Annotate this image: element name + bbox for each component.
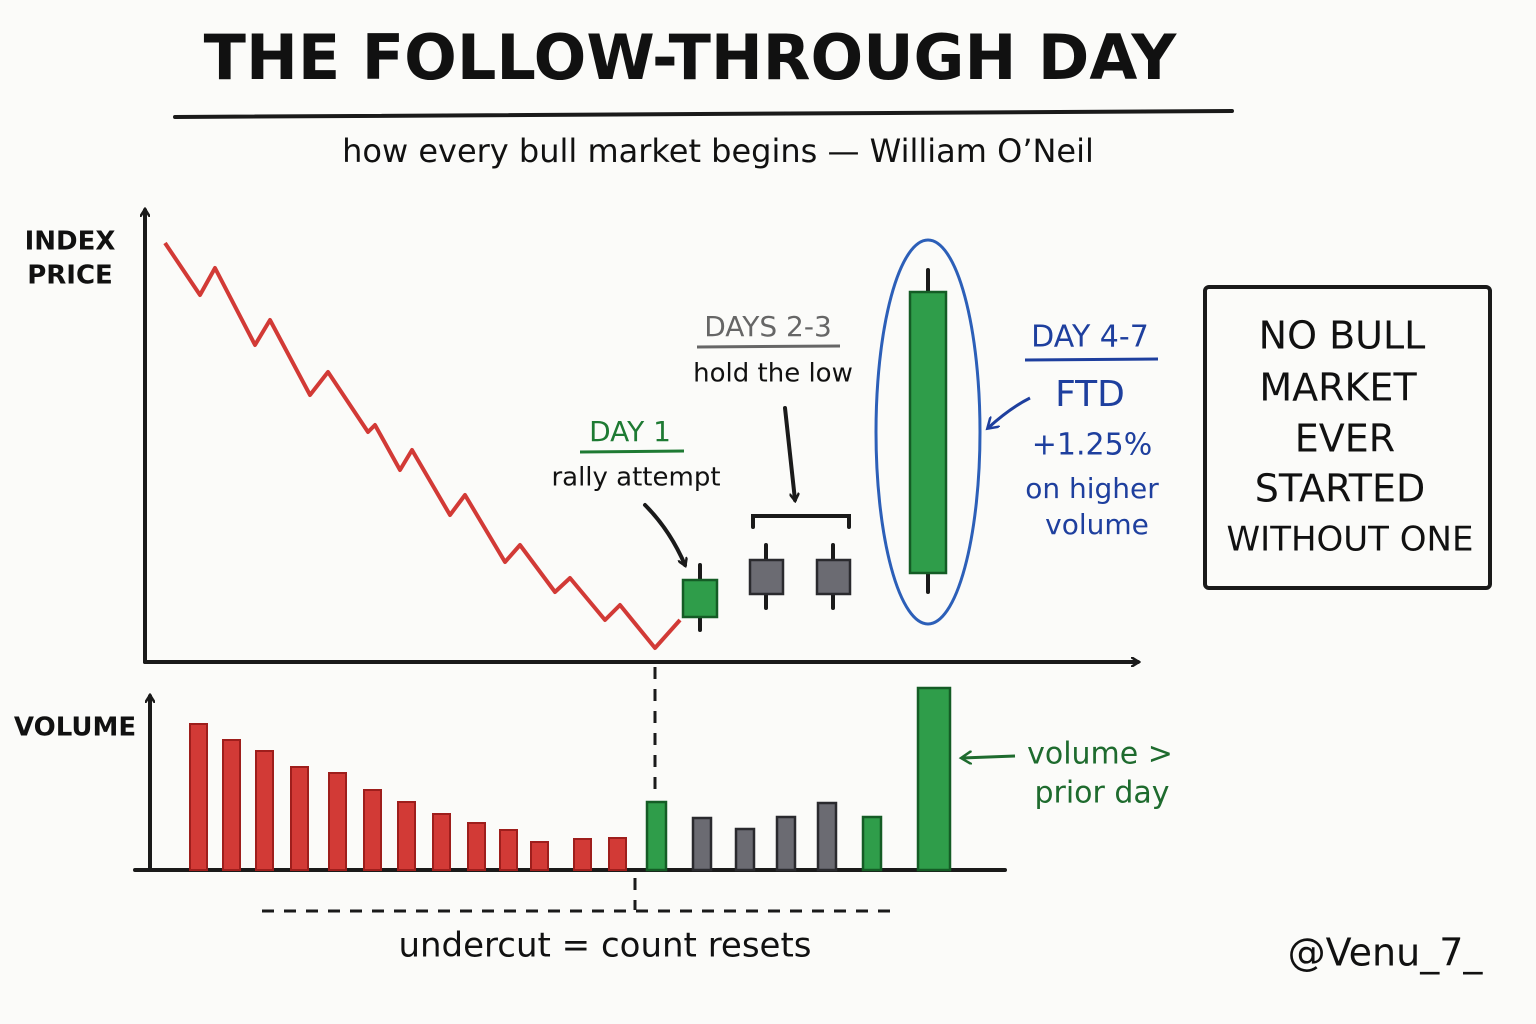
volume-note: prior day xyxy=(1034,776,1169,811)
subtitle: how every bull market begins — William O… xyxy=(342,132,1094,170)
days23-title: DAYS 2-3 xyxy=(704,310,832,343)
volume-bar xyxy=(530,841,549,871)
days23-underline xyxy=(696,344,841,349)
volume-axis-label: VOLUME xyxy=(14,713,136,743)
days23-bracket xyxy=(751,514,851,529)
day1-arrow xyxy=(643,503,685,565)
volume-bar xyxy=(467,822,486,871)
callout-line: WITHOUT ONE xyxy=(1227,520,1474,560)
ftd-arrow xyxy=(988,396,1031,428)
volume-bar xyxy=(645,800,668,872)
volume-bar xyxy=(397,801,416,871)
volume-bar xyxy=(691,816,713,872)
price-axis-label: PRICE xyxy=(27,261,113,291)
day1-note: rally attempt xyxy=(551,463,720,493)
volume-bar xyxy=(608,837,627,871)
volume-bar xyxy=(775,815,797,872)
decline-line xyxy=(163,241,682,650)
ftd-note: volume xyxy=(1045,508,1149,541)
volume-bar xyxy=(916,686,952,872)
volume-bar xyxy=(816,801,838,872)
day1-title: DAY 1 xyxy=(589,415,671,448)
title: THE FOLLOW-THROUGH DAY xyxy=(204,21,1178,94)
days23-note: hold the low xyxy=(693,359,853,389)
callout-line: NO BULL xyxy=(1259,314,1426,358)
day1-underline xyxy=(579,449,685,454)
volume-bars xyxy=(189,686,952,872)
volume-bar xyxy=(573,838,592,871)
day47-underline xyxy=(1024,357,1159,362)
ftd-highlight xyxy=(874,238,982,626)
ftd-label: FTD xyxy=(1055,374,1125,415)
handle: @Venu_7_ xyxy=(1288,931,1484,975)
title-underline xyxy=(173,109,1234,119)
callout-line: MARKET xyxy=(1259,366,1417,410)
volume-note: volume > xyxy=(1027,737,1173,772)
volume-bar xyxy=(255,750,274,871)
price-axis-label: INDEX xyxy=(25,227,116,257)
day47-title: DAY 4-7 xyxy=(1031,320,1149,355)
volume-bar xyxy=(328,772,347,871)
candle-ftd xyxy=(908,290,948,575)
callout-line: STARTED xyxy=(1255,467,1426,511)
ftd-gain: +1.25% xyxy=(1032,428,1152,463)
volume-bar xyxy=(432,813,451,871)
volume-bar xyxy=(734,827,756,872)
volume-bar xyxy=(363,789,382,871)
callout-box xyxy=(1203,285,1492,590)
undercut-note: undercut = count resets xyxy=(398,926,811,966)
ftd-note: on higher xyxy=(1025,472,1159,505)
candle-day2 xyxy=(748,558,785,596)
volume-bar xyxy=(222,739,241,871)
volume-bar xyxy=(861,815,883,872)
candle-day3 xyxy=(815,558,852,596)
volume-bar xyxy=(189,723,208,871)
days23-arrow xyxy=(783,406,795,500)
volume-bar xyxy=(290,766,309,871)
candle-day1 xyxy=(681,578,719,619)
volume-arrow xyxy=(962,756,1016,758)
callout-line: EVER xyxy=(1295,417,1395,461)
volume-bar xyxy=(499,829,518,871)
